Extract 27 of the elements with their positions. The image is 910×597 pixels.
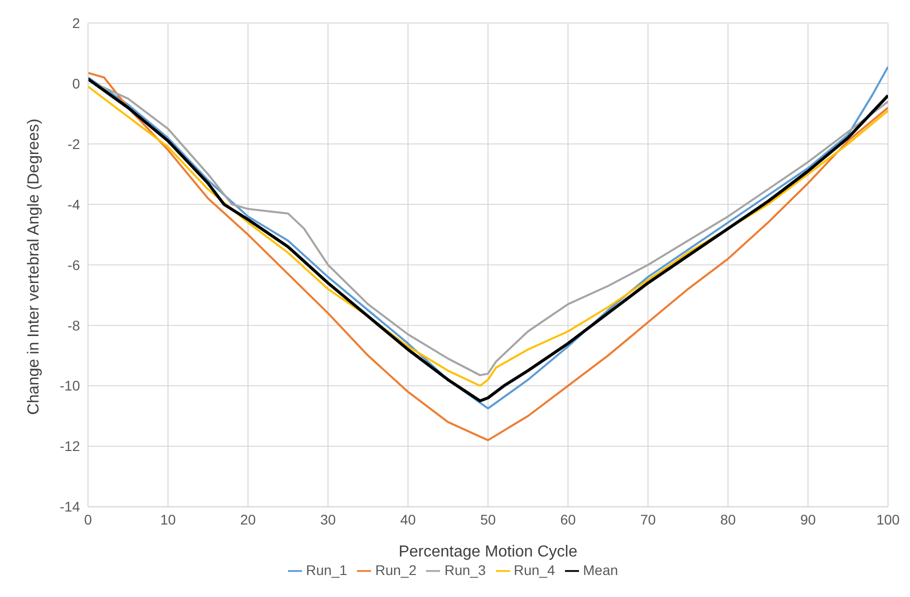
x-tick-label: 50 <box>480 512 496 528</box>
x-tick-label: 0 <box>84 512 92 528</box>
legend-label: Run_2 <box>375 562 416 578</box>
y-tick-label: -8 <box>68 317 80 334</box>
x-tick-label: 10 <box>160 512 176 528</box>
y-axis-title: Change in Inter vertebral Angle (Degrees) <box>26 118 43 415</box>
y-tick-label: -4 <box>68 196 80 212</box>
legend-label: Run_4 <box>514 562 556 578</box>
y-tick-label: -10 <box>60 378 80 394</box>
legend-label: Run_3 <box>444 562 486 578</box>
x-axis-title: Percentage Motion Cycle <box>398 544 578 561</box>
y-tick-label: 2 <box>72 14 80 31</box>
y-tick-label: 0 <box>72 75 80 92</box>
x-tick-label: 90 <box>800 512 816 528</box>
x-tick-label: 60 <box>560 512 576 528</box>
y-tick-label: -12 <box>60 438 80 454</box>
legend-label: Mean <box>583 562 618 578</box>
x-tick-label: 30 <box>320 512 336 528</box>
y-tick-label: -6 <box>68 256 80 273</box>
legend-label: Run_1 <box>306 562 348 578</box>
x-tick-label: 100 <box>876 512 900 528</box>
x-tick-label: 20 <box>240 512 256 528</box>
x-tick-label: 70 <box>640 512 656 528</box>
x-tick-label: 40 <box>400 512 416 528</box>
y-tick-label: -14 <box>60 498 80 515</box>
x-tick-label: 80 <box>720 512 736 528</box>
y-tick-label: -2 <box>68 136 80 152</box>
